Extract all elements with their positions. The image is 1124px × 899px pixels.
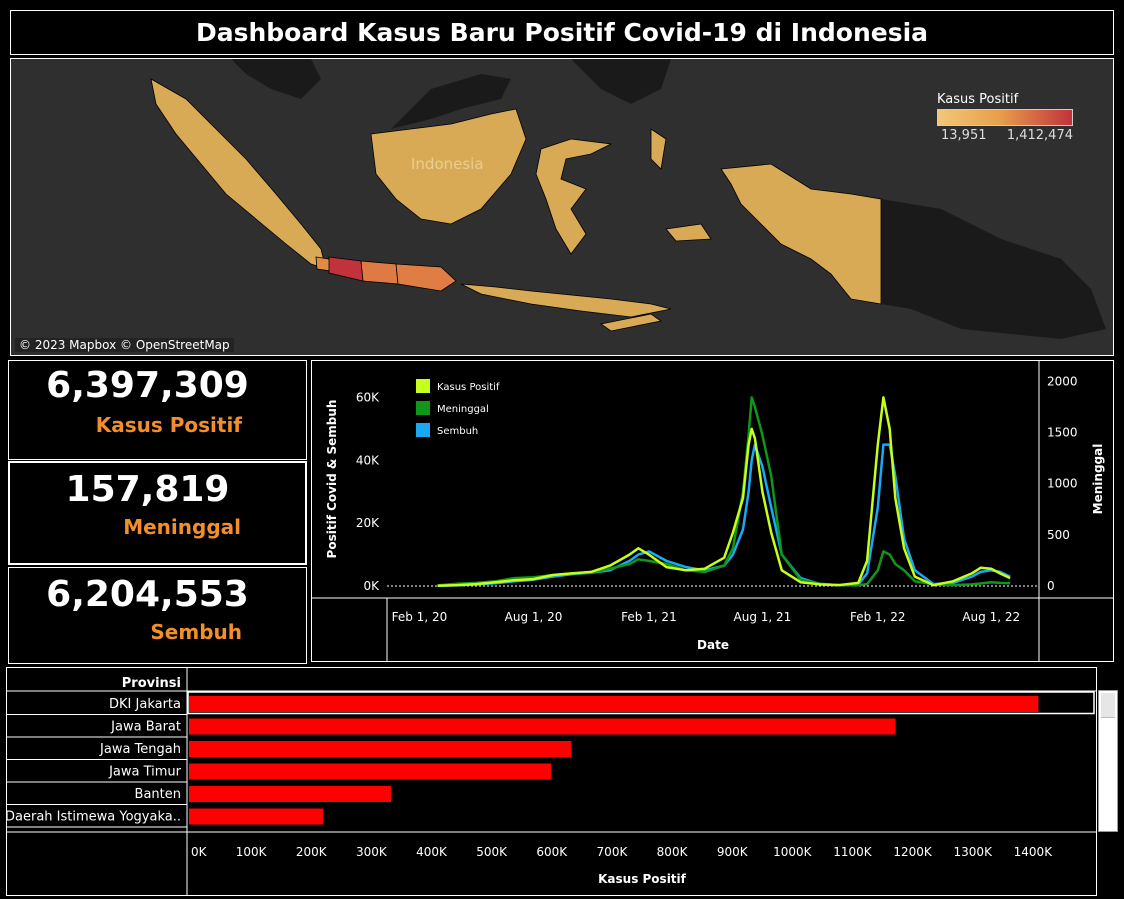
bar-chart-xtick: 500K [476, 845, 508, 859]
bar-category-label[interactable]: Jawa Timur [108, 765, 182, 780]
bar-chart: Provinsi DKI Jakarta Jawa Barat Jawa Tenga… [5, 668, 1096, 895]
line-chart-panel[interactable]: 0K 20K 40K 60K 0 500 1000 1500 2000 Feb 1, 20 Au… [311, 360, 1114, 662]
map-province-jawa-tengah[interactable] [360, 260, 399, 285]
bar-category-label[interactable]: Jawa Tengah [99, 742, 181, 757]
map-province-ntt-islands[interactable] [600, 313, 662, 332]
map-province-kalimantan[interactable] [370, 108, 527, 225]
bar-category-label[interactable]: Jawa Barat [110, 720, 181, 735]
bar-banten[interactable] [189, 786, 392, 802]
legend-swatch-kasus-positif [416, 379, 430, 393]
bar-chart-xtick: 1100K [833, 845, 873, 859]
dashboard-title: Dashboard Kasus Baru Positif Covid-19 di… [195, 18, 929, 47]
map-land-neighbour [881, 199, 1106, 339]
bar-chart-xtick: 1400K [1014, 845, 1054, 859]
line-chart-ytick-left: 60K [356, 390, 380, 404]
bar-chart-xtick: 200K [296, 845, 328, 859]
bar-chart-xtick: 400K [416, 845, 448, 859]
bar-chart-xtick: 1300K [954, 845, 994, 859]
line-chart-ytick-left: 0K [363, 579, 380, 593]
map-land-neighbour [231, 59, 321, 99]
map-legend-min: 13,951 [941, 128, 987, 143]
map-province-nusa-tenggara[interactable] [460, 283, 672, 318]
bar-daerah-istimewa-yogyaka-[interactable] [189, 808, 324, 825]
line-chart: 0K 20K 40K 60K 0 500 1000 1500 2000 Feb 1, 20 Au… [312, 361, 1113, 661]
bar-jawa-barat[interactable] [189, 718, 896, 735]
bar-chart-scrollbar-thumb[interactable] [1101, 693, 1115, 718]
legend-swatch-meninggal [416, 401, 430, 415]
bar-row-highlight [187, 691, 1095, 715]
legend-label-sembuh: Sembuh [437, 426, 478, 437]
map-province-sumatra[interactable] [150, 78, 327, 270]
line-chart-xtick: Aug 1, 21 [734, 610, 792, 624]
line-chart-ytick-right: 0 [1047, 579, 1055, 593]
kpi-meninggal: 157,819 Meninggal [8, 461, 307, 565]
map-legend-max: 1,412,474 [1006, 128, 1073, 143]
kpi-kasus-positif: 6,397,309 Kasus Positif [8, 360, 307, 460]
line-chart-ytick-left: 40K [356, 453, 380, 467]
kpi-meninggal-value: 157,819 [65, 469, 230, 510]
map-province-papua[interactable] [720, 163, 882, 305]
line-chart-ytick-right: 1500 [1047, 426, 1078, 440]
map-legend-gradient [937, 109, 1073, 126]
kpi-meninggal-label: Meninggal [123, 515, 241, 539]
line-chart-ylabel-right: Meninggal [1091, 444, 1105, 515]
line-series-kasus-positif[interactable] [437, 396, 1011, 587]
bar-chart-xtick: 100K [236, 845, 268, 859]
dashboard-title-box: Dashboard Kasus Baru Positif Covid-19 di… [10, 10, 1114, 55]
map-attribution[interactable]: © 2023 Mapbox © OpenStreetMap [15, 338, 234, 352]
line-chart-xlabel: Date [697, 638, 729, 652]
bar-chart-xtick: 1200K [893, 845, 933, 859]
line-chart-ytick-left: 20K [356, 516, 380, 530]
kpi-kasus-positif-label: Kasus Positif [95, 413, 242, 437]
bar-category-label[interactable]: Banten [135, 787, 181, 802]
line-chart-xtick: Feb 1, 22 [850, 610, 906, 624]
line-chart-xtick: Feb 1, 21 [621, 610, 677, 624]
bar-chart-scrollbar[interactable] [1098, 690, 1118, 832]
indonesia-map[interactable]: Indonesia © 2023 Mapbox © OpenStreetMap … [10, 58, 1114, 356]
bar-chart-panel[interactable]: Provinsi DKI Jakarta Jawa Barat Jawa Tenga… [5, 667, 1097, 896]
line-chart-ylabel-left: Positif Covid & Sembuh [325, 400, 339, 559]
map-legend-title: Kasus Positif [937, 92, 1019, 107]
line-chart-xtick: Aug 1, 22 [962, 610, 1020, 624]
line-chart-ytick-right: 1000 [1047, 477, 1078, 491]
map-country-label: Indonesia [411, 155, 484, 173]
map-land-neighbour [391, 74, 511, 129]
map-province-jawa-timur[interactable] [395, 263, 457, 292]
line-chart-ytick-right: 500 [1047, 528, 1070, 542]
kpi-sembuh-value: 6,204,553 [46, 574, 249, 615]
bar-chart-xtick: 900K [717, 845, 749, 859]
map-province-sulawesi[interactable] [535, 138, 613, 255]
bar-chart-xtick: 1000K [773, 845, 813, 859]
bar-chart-xtick: 600K [536, 845, 568, 859]
bar-chart-xtick: 300K [356, 845, 388, 859]
kpi-sembuh: 6,204,553 Sembuh [8, 567, 307, 664]
legend-label-meninggal: Meninggal [437, 404, 489, 415]
bar-chart-xtick: 700K [597, 845, 629, 859]
bar-chart-xtick: 800K [657, 845, 689, 859]
line-chart-ytick-right: 2000 [1047, 374, 1078, 388]
bar-category-label[interactable]: DKI Jakarta [109, 697, 181, 712]
bar-chart-xlabel: Kasus Positif [598, 872, 687, 886]
bar-jawa-tengah[interactable] [189, 741, 572, 757]
bar-dki-jakarta[interactable] [189, 696, 1039, 712]
legend-label-kasus-positif: Kasus Positif [437, 382, 500, 393]
bar-jawa-timur[interactable] [189, 763, 552, 780]
map-canvas [150, 59, 1106, 339]
map-province-jawa-barat[interactable] [328, 256, 364, 282]
bar-category-label[interactable]: Daerah Istimewa Yogyaka.. [5, 810, 181, 825]
legend-swatch-sembuh [416, 423, 430, 437]
kpi-kasus-positif-value: 6,397,309 [46, 365, 249, 406]
line-chart-legend[interactable]: Kasus Positif Meninggal Sembuh [416, 379, 500, 437]
map-land-neighbour [571, 59, 671, 104]
line-chart-xtick: Feb 1, 20 [392, 610, 448, 624]
kpi-sembuh-label: Sembuh [150, 620, 242, 644]
map-legend: Kasus Positif 13,951 1,412,474 [937, 92, 1077, 143]
line-chart-xtick: Aug 1, 20 [505, 610, 563, 624]
bar-chart-header: Provinsi [122, 676, 181, 691]
bar-chart-xtick: 0K [191, 845, 208, 859]
map-province-maluku[interactable] [650, 128, 712, 242]
